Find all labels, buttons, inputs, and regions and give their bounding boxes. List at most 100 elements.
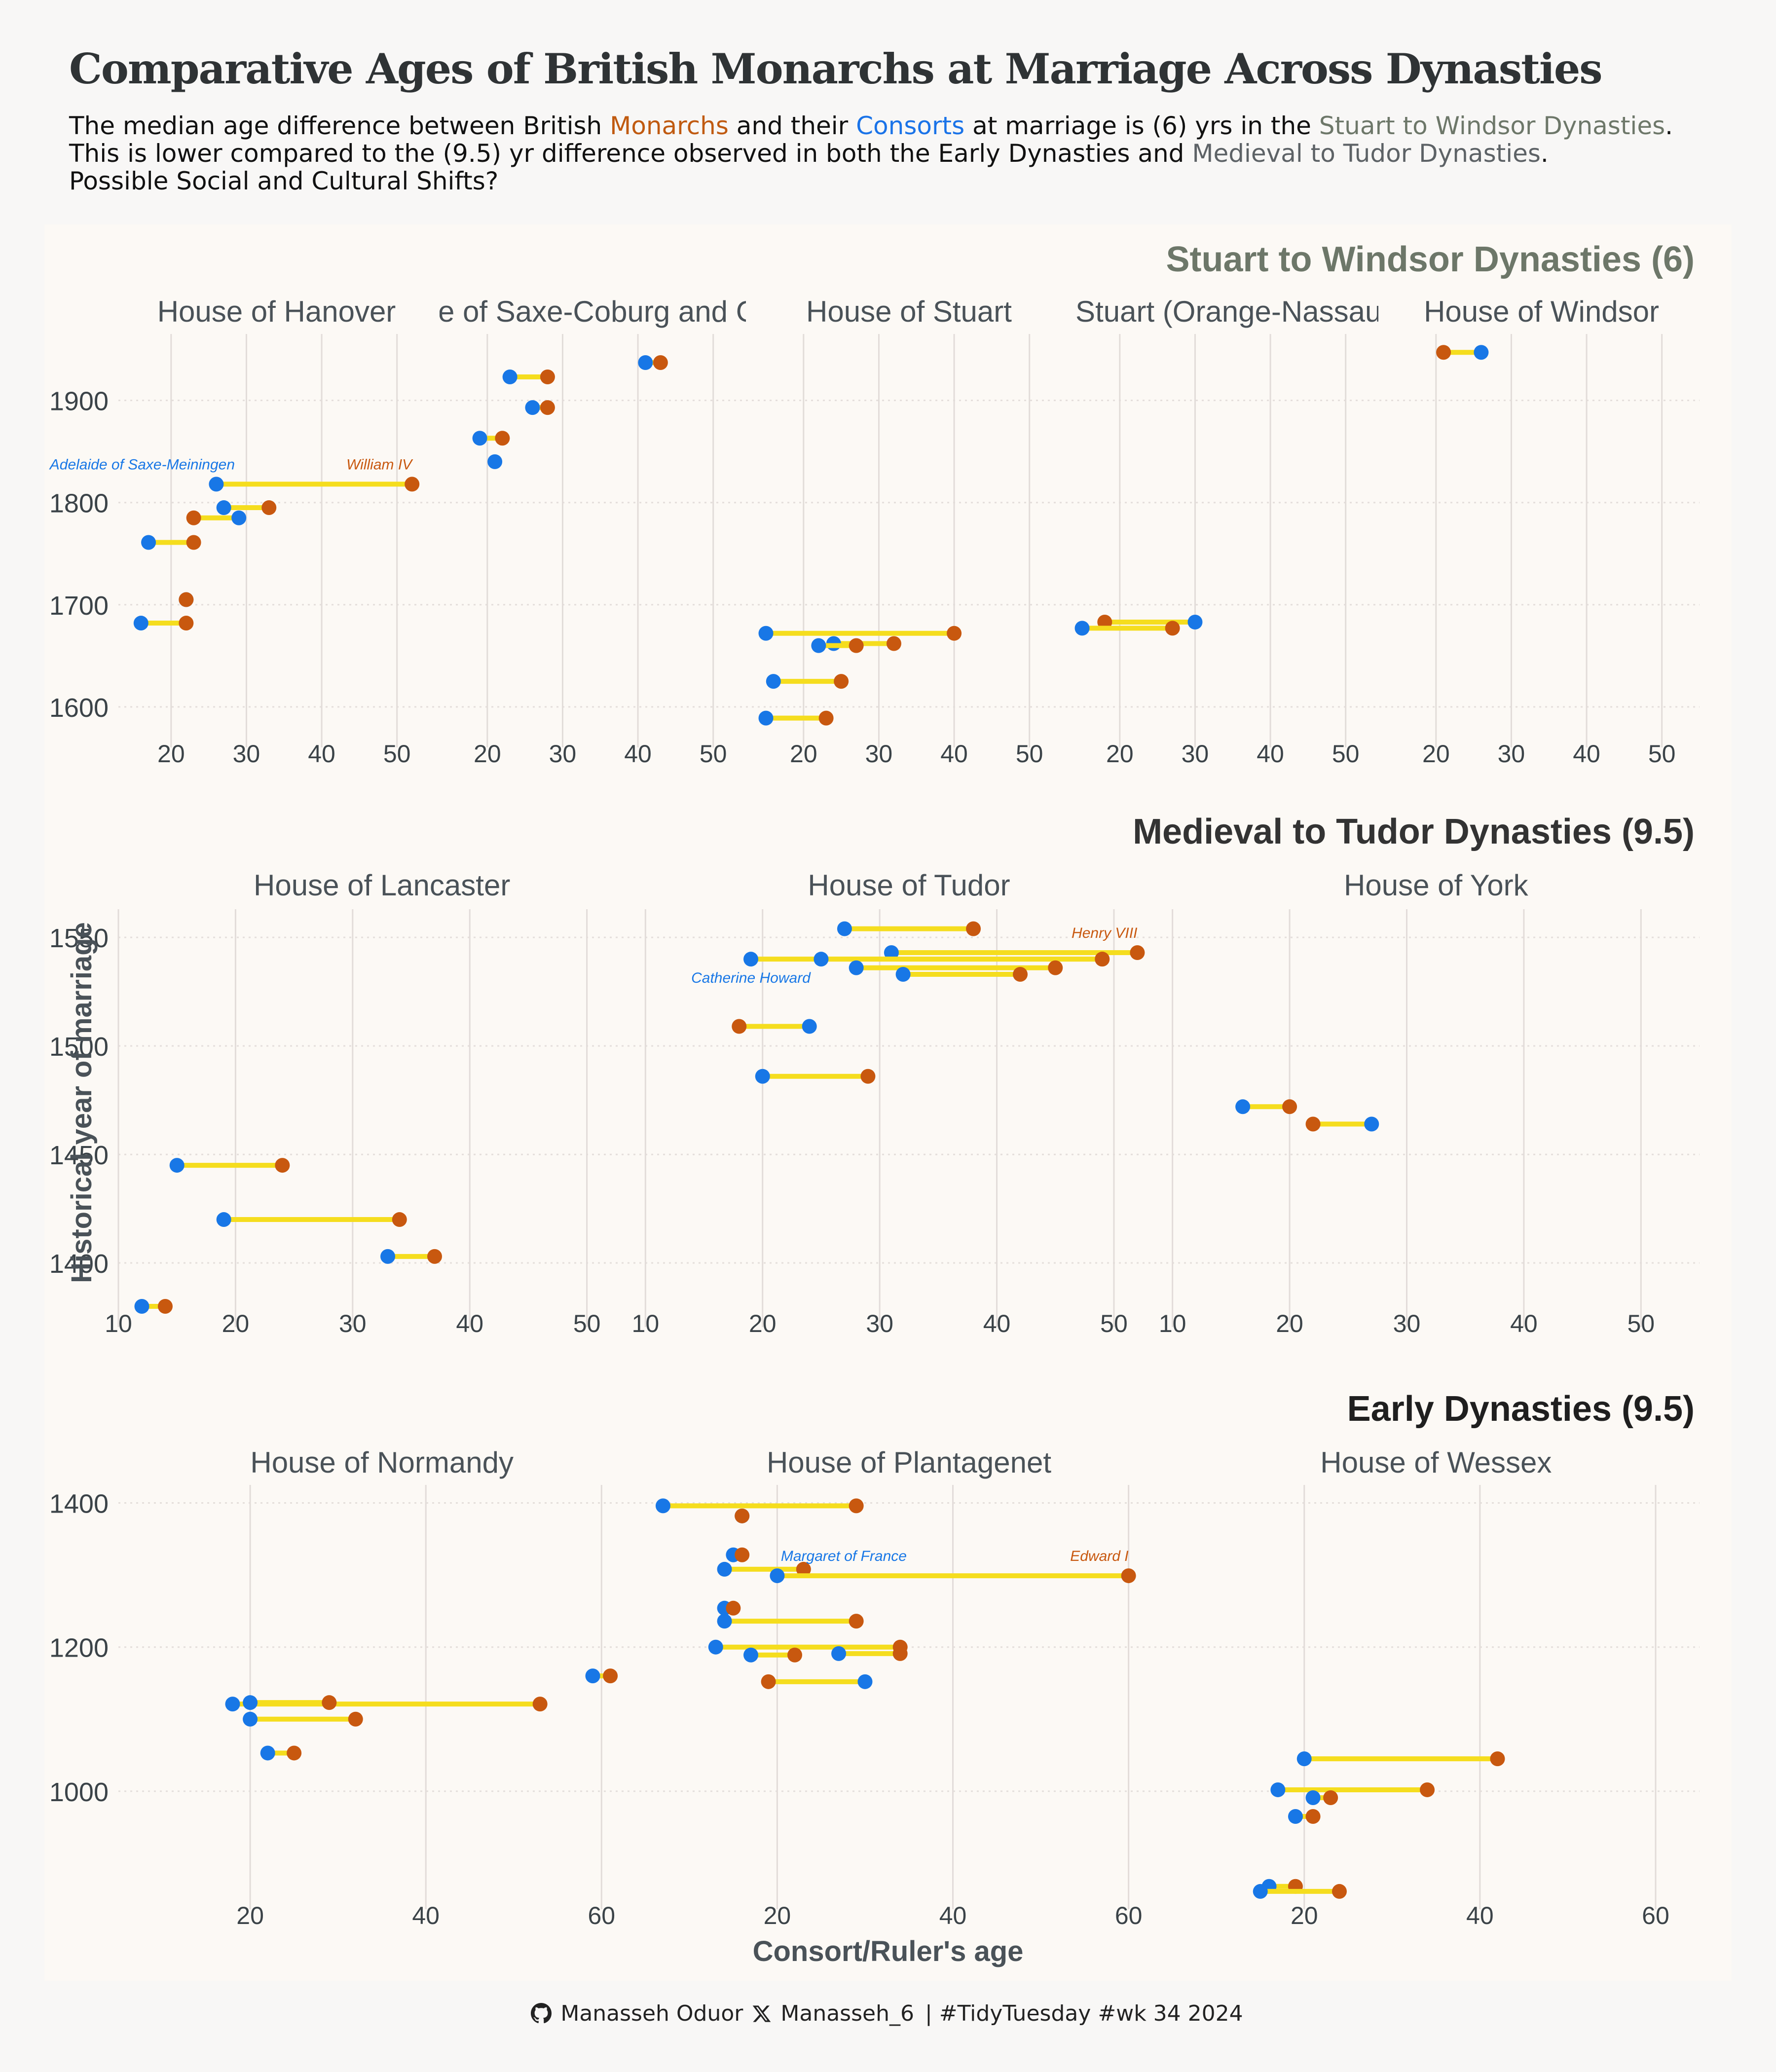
monarch-point xyxy=(1305,1116,1321,1132)
x-tick-label: 20 xyxy=(236,1902,264,1929)
y-tick-label: 1550 xyxy=(49,924,109,953)
consort-annotation: Adelaide of Saxe-Meiningen xyxy=(49,456,235,473)
monarch-point xyxy=(532,1697,548,1712)
github-username: Manasseh Oduor xyxy=(560,2001,743,2026)
chart-title: Comparative Ages of British Monarchs at … xyxy=(69,44,1603,93)
monarch-point xyxy=(735,1508,750,1523)
monarch-annotation: Henry VIII xyxy=(1072,925,1137,941)
consort-point xyxy=(758,710,774,726)
monarch-point xyxy=(1282,1099,1297,1114)
x-tick-label: 60 xyxy=(588,1902,615,1929)
monarch-point xyxy=(726,1600,741,1616)
monarch-annotation: William IV xyxy=(346,456,413,473)
consort-point xyxy=(380,1249,396,1264)
x-tick-label: 40 xyxy=(1466,1902,1494,1929)
x-tick-label: 40 xyxy=(1510,1310,1538,1337)
x-tick-label: 50 xyxy=(1648,740,1676,768)
monarch-point xyxy=(495,431,510,446)
monarch-point xyxy=(1323,1790,1338,1806)
y-axis-title: Historical year of marriage xyxy=(66,922,98,1283)
monarch-point xyxy=(818,710,834,726)
x-tick-label: 30 xyxy=(1498,740,1525,768)
monarch-point xyxy=(427,1249,442,1264)
consort-point xyxy=(1253,1884,1268,1899)
monarch-point xyxy=(275,1158,290,1173)
subtitle-text: at marriage is (6) yrs in the xyxy=(964,111,1319,140)
consort-point xyxy=(585,1668,600,1684)
consort-point xyxy=(638,355,653,370)
monarch-point xyxy=(179,616,194,631)
x-tick-label: 20 xyxy=(1106,740,1134,768)
monarch-point xyxy=(1095,952,1110,967)
consort-point xyxy=(1074,621,1090,636)
x-tick-label: 40 xyxy=(1573,740,1600,768)
x-tick-label: 20 xyxy=(749,1310,777,1337)
x-tick-label: 30 xyxy=(1393,1310,1421,1337)
x-axis-title: Consort/Ruler's age xyxy=(753,1935,1024,1967)
x-tick-label: 20 xyxy=(222,1310,250,1337)
chart-panel: Stuart to Windsor Dynasties (6) 1600 1700 1… xyxy=(44,224,1732,1981)
consort-point xyxy=(141,535,156,550)
consort-point xyxy=(708,1639,723,1655)
x-tick-label: 50 xyxy=(700,740,727,768)
x-tick-label: 40 xyxy=(940,740,968,768)
facet-panel: House of Stuart (Orange-Nassau dynasty) 2… xyxy=(1072,295,1378,768)
subtitle-text: and their xyxy=(728,111,856,140)
y-tick-label: 1600 xyxy=(49,693,109,723)
subtitle-line-1: The median age difference between Britis… xyxy=(69,112,1756,140)
x-tick-label: 10 xyxy=(105,1310,132,1337)
consort-point xyxy=(169,1158,185,1173)
y-tick-label: 1500 xyxy=(49,1032,109,1062)
subtitle-line-3: Possible Social and Cultural Shifts? xyxy=(69,167,499,195)
facet-title: House of Tudor xyxy=(808,869,1010,902)
monarch-point xyxy=(392,1212,407,1227)
monarch-point xyxy=(186,535,201,550)
y-tick-label: 1400 xyxy=(49,1249,109,1279)
x-tick-label: 10 xyxy=(1159,1310,1186,1337)
github-icon xyxy=(531,2003,552,2024)
monarch-point xyxy=(540,400,555,415)
subtitle-text: This is lower compared to the (9.5) yr d… xyxy=(69,139,1192,168)
group-title: Early Dynasties (9.5) xyxy=(1347,1389,1695,1429)
subtitle-text: The median age difference between Britis… xyxy=(69,111,610,140)
x-tick-label: 20 xyxy=(1422,740,1450,768)
consort-point xyxy=(743,1647,758,1663)
chart-subtitle: The median age difference between Britis… xyxy=(69,112,1756,195)
y-tick-label: 1900 xyxy=(49,387,109,416)
consort-point xyxy=(895,966,911,982)
facet-panel: House of Normandy 20 40 60 xyxy=(225,1446,615,1929)
x-tick-label: 40 xyxy=(412,1902,440,1929)
consort-point xyxy=(811,638,826,653)
monarch-point xyxy=(966,921,981,936)
monarch-point xyxy=(1305,1809,1321,1824)
consort-annotation: Catherine Howard xyxy=(691,970,811,986)
consort-point xyxy=(837,921,852,936)
x-tick-label: 40 xyxy=(939,1902,967,1929)
consort-point xyxy=(758,626,774,641)
x-tick-label: 40 xyxy=(456,1310,483,1337)
consort-point xyxy=(849,960,864,975)
consort-point xyxy=(525,400,540,415)
x-tick-label: 20 xyxy=(474,740,501,768)
consort-point xyxy=(770,1568,785,1584)
consort-point xyxy=(1187,614,1203,629)
consort-point xyxy=(814,952,829,967)
consort-point xyxy=(1364,1116,1379,1132)
monarch-point xyxy=(892,1646,908,1661)
x-tick-label: 50 xyxy=(573,1310,601,1337)
consort-point xyxy=(260,1745,275,1761)
monarch-point xyxy=(179,592,194,607)
subtitle-text: . xyxy=(1665,111,1673,140)
facet-panel: House of Stuart 20 30 40 50 xyxy=(758,295,1043,768)
consort-point xyxy=(755,1069,770,1084)
x-tick-label: 40 xyxy=(624,740,652,768)
x-tick-label: 50 xyxy=(383,740,411,768)
x-tick-label: 30 xyxy=(549,740,577,768)
x-tick-label: 40 xyxy=(1257,740,1284,768)
y-tick-label: 1200 xyxy=(49,1633,109,1663)
x-tick-label: 20 xyxy=(1276,1310,1303,1337)
facet-title: House of Normandy xyxy=(250,1446,514,1479)
group-title: Medieval to Tudor Dynasties (9.5) xyxy=(1133,812,1695,851)
consort-point xyxy=(502,369,518,384)
monarch-annotation: Edward I xyxy=(1070,1548,1128,1564)
